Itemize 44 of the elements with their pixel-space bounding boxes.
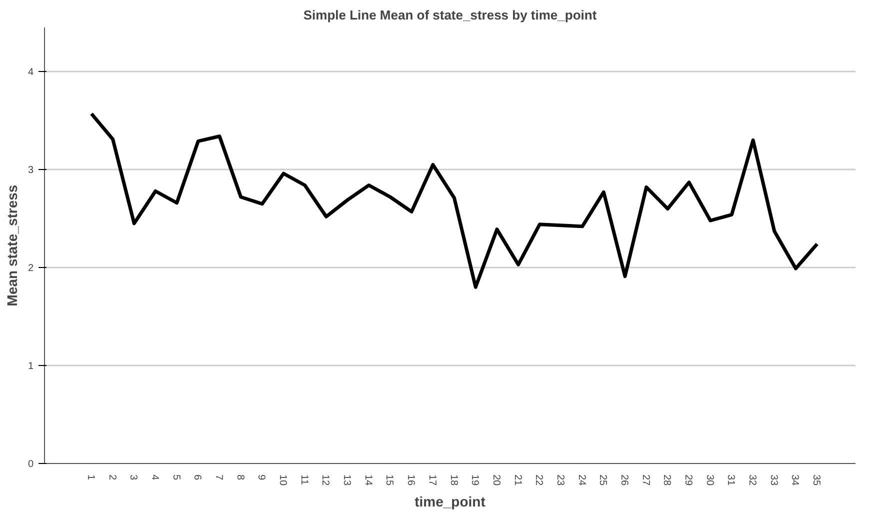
x-tick-label: 16 [405,474,416,486]
y-tick-label: 2 [28,263,34,274]
x-tick-label: 14 [362,474,374,486]
x-tick-label: 26 [618,474,630,486]
x-tick-label: 3 [128,474,139,480]
line-series [90,112,819,289]
x-tick-label: 1 [84,474,96,480]
chart-title: Simple Line Mean of state_stress by time_point [303,8,598,22]
x-tick-label: 22 [533,474,544,486]
x-axis-title: time_point [414,494,486,510]
x-tick-label: 8 [234,474,246,480]
x-tick-label: 28 [661,474,672,486]
x-tick-label: 4 [148,474,160,480]
x-tick-label: 9 [256,474,267,480]
x-tick-label: 25 [597,474,608,486]
x-tick-label: 15 [384,474,395,486]
x-tick-label: 10 [277,474,288,486]
x-tick-label: 35 [810,474,822,486]
x-tick-label: 18 [448,474,459,486]
x-tick-label: 24 [576,474,587,486]
x-tick-label: 30 [704,474,715,486]
y-tick-label: 4 [28,67,34,78]
x-tick-label: 17 [426,474,438,486]
x-tick-label: 20 [490,474,502,486]
x-tick-label: 34 [789,474,800,486]
x-tick-label: 13 [341,474,352,486]
x-tick-label: 11 [298,474,310,486]
x-tick-label: 6 [192,474,203,480]
x-tick-label: 32 [746,474,758,486]
x-tick-label: 29 [682,474,694,486]
x-tick-label: 7 [213,474,224,480]
x-tick-label: 5 [170,474,182,480]
x-tick-label: 2 [106,474,118,480]
y-tick-label: 1 [28,361,34,372]
x-tick-label: 27 [640,474,651,486]
y-axis-title: Mean state_stress [4,184,20,306]
x-tick-label: 12 [320,474,331,486]
x-tick-label: 19 [469,474,480,486]
x-tick-label: 23 [554,474,566,486]
y-tick-label: 3 [28,165,34,176]
x-tick-label: 31 [725,474,736,486]
y-tick-label: 0 [28,459,34,470]
x-tick-label: 21 [512,474,523,486]
x-tick-label: 33 [768,474,779,486]
